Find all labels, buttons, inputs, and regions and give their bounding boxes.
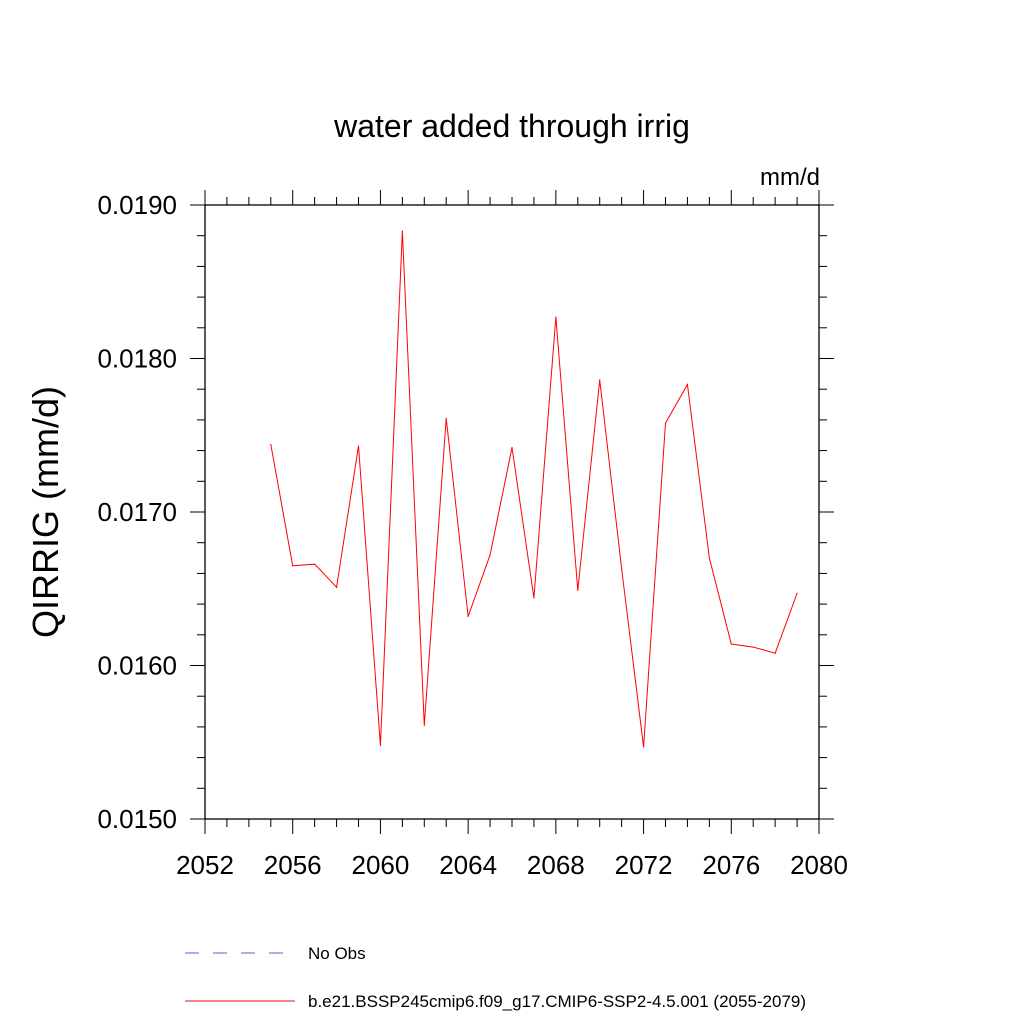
data-point <box>467 615 469 617</box>
data-point <box>423 724 425 726</box>
chart-title: water added through irrig <box>333 108 690 144</box>
units-label: mm/d <box>760 164 820 191</box>
data-point <box>752 646 754 648</box>
x-tick-label: 2072 <box>615 850 673 880</box>
data-point <box>642 746 645 748</box>
data-point <box>270 443 272 446</box>
x-tick-label: 2064 <box>439 850 497 880</box>
legend: No Obs b.e21.BSSP245cmip6.f09_g17.CMIP6-… <box>185 944 806 1011</box>
x-tick-label: 2076 <box>702 850 760 880</box>
y-axis-label: QIRRIG (mm/d) <box>25 386 66 638</box>
y-tick-label: 0.0160 <box>97 651 177 681</box>
data-point <box>379 744 382 746</box>
data-point <box>577 589 579 591</box>
data-point <box>599 379 601 381</box>
x-axis: 2052 2056 2060 2064 2068 2072 2076 2080 <box>176 190 848 880</box>
data-point <box>314 563 316 565</box>
data-point <box>796 592 798 594</box>
data-point <box>664 422 667 424</box>
data-point <box>774 652 776 654</box>
y-tick-label: 0.0150 <box>97 804 177 834</box>
x-tick-label: 2068 <box>527 850 585 880</box>
x-tick-label: 2052 <box>176 850 234 880</box>
data-point <box>511 446 513 449</box>
data-point <box>401 230 403 232</box>
data-point <box>292 565 294 567</box>
data-point <box>445 417 447 419</box>
data-point <box>686 383 689 386</box>
legend-label-no-obs: No Obs <box>308 944 366 963</box>
y-tick-label: 0.0190 <box>97 190 177 220</box>
data-point <box>555 316 557 318</box>
x-tick-label: 2080 <box>790 850 848 880</box>
data-point <box>357 445 360 447</box>
x-tick-label: 2056 <box>264 850 322 880</box>
legend-label-model: b.e21.BSSP245cmip6.f09_g17.CMIP6-SSP2-4.… <box>308 992 806 1011</box>
series-group <box>270 230 798 748</box>
x-tick-label: 2060 <box>352 850 410 880</box>
data-point <box>533 597 535 599</box>
data-point <box>335 586 338 588</box>
data-point <box>621 568 623 570</box>
y-axis: 0.0150 0.0160 0.0170 0.0180 0.0190 <box>97 190 834 834</box>
data-point <box>489 554 491 556</box>
data-point <box>730 643 732 645</box>
plot-frame <box>204 204 820 820</box>
series-line <box>270 231 798 747</box>
data-point <box>708 557 710 559</box>
y-tick-label: 0.0180 <box>97 344 177 374</box>
y-tick-label: 0.0170 <box>97 497 177 527</box>
